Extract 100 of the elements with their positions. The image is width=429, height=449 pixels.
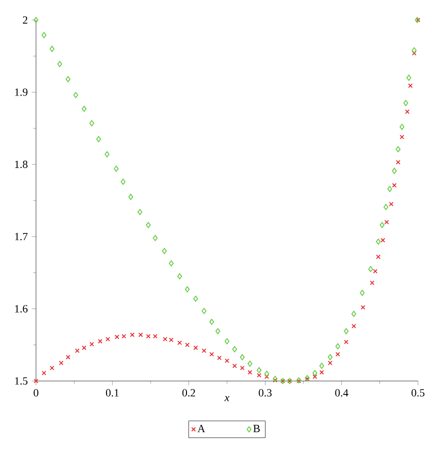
point bbox=[312, 374, 318, 379]
y-tick-label: 1.5 bbox=[15, 377, 28, 385]
x-tick-label: 0.2 bbox=[182, 389, 196, 397]
point bbox=[34, 16, 38, 24]
point bbox=[370, 280, 374, 286]
point bbox=[177, 340, 182, 346]
point bbox=[336, 352, 340, 357]
point bbox=[34, 378, 38, 384]
point bbox=[412, 47, 417, 54]
point bbox=[392, 168, 397, 174]
point bbox=[376, 238, 381, 245]
y-tick-label: 1.6 bbox=[15, 305, 28, 313]
point bbox=[184, 286, 190, 292]
point bbox=[224, 358, 230, 364]
point bbox=[396, 146, 401, 152]
point bbox=[352, 324, 356, 328]
point bbox=[372, 268, 378, 274]
point bbox=[396, 160, 400, 165]
point bbox=[57, 61, 62, 68]
point bbox=[256, 367, 262, 374]
point bbox=[264, 374, 270, 379]
point bbox=[232, 364, 237, 368]
point bbox=[392, 183, 397, 188]
y-tick-label: 2 bbox=[22, 16, 28, 24]
point bbox=[168, 260, 174, 266]
point bbox=[50, 366, 54, 370]
point bbox=[98, 339, 102, 344]
point bbox=[405, 109, 410, 114]
point bbox=[217, 356, 222, 360]
point bbox=[146, 222, 151, 228]
legend-label: B bbox=[253, 424, 260, 432]
point bbox=[120, 178, 126, 185]
point bbox=[89, 120, 94, 126]
legend-label: A bbox=[197, 424, 206, 432]
x-tick-label: 0.1 bbox=[106, 389, 119, 397]
point bbox=[240, 354, 245, 360]
point bbox=[406, 74, 412, 81]
point bbox=[184, 342, 190, 348]
point bbox=[193, 296, 198, 302]
point bbox=[272, 376, 278, 382]
point bbox=[344, 340, 348, 344]
x-tick-label: 0.5 bbox=[412, 389, 424, 397]
point bbox=[114, 166, 119, 172]
point bbox=[368, 266, 374, 272]
x-tick-label: 0.3 bbox=[258, 389, 272, 397]
point bbox=[360, 305, 366, 310]
point bbox=[256, 372, 262, 378]
x-tick-label: 0.4 bbox=[335, 389, 348, 397]
point bbox=[66, 76, 70, 82]
x-tick-label: 0 bbox=[34, 389, 38, 396]
point bbox=[73, 92, 78, 98]
point bbox=[215, 328, 220, 334]
point bbox=[202, 348, 206, 353]
point bbox=[122, 334, 126, 339]
point bbox=[319, 362, 324, 369]
point bbox=[248, 360, 252, 367]
point bbox=[328, 354, 333, 360]
point bbox=[351, 310, 356, 317]
point bbox=[224, 338, 230, 344]
point bbox=[387, 186, 392, 192]
point bbox=[209, 318, 214, 325]
point bbox=[162, 248, 167, 254]
point bbox=[138, 209, 142, 216]
point bbox=[376, 254, 381, 260]
point bbox=[82, 106, 87, 112]
point bbox=[152, 235, 158, 242]
point bbox=[152, 334, 158, 339]
point bbox=[130, 332, 135, 338]
point bbox=[96, 136, 102, 142]
point bbox=[312, 370, 318, 376]
point bbox=[42, 370, 46, 376]
point bbox=[264, 370, 270, 377]
point bbox=[408, 83, 413, 88]
point bbox=[146, 334, 151, 339]
point bbox=[50, 46, 54, 52]
x-axis-title: x bbox=[224, 396, 230, 402]
point bbox=[138, 332, 143, 338]
point bbox=[177, 273, 182, 280]
point bbox=[384, 204, 388, 210]
point bbox=[42, 32, 46, 38]
point bbox=[335, 343, 340, 350]
point bbox=[248, 370, 252, 375]
point bbox=[388, 202, 394, 206]
point bbox=[344, 328, 349, 334]
y-tick-label: 1.9 bbox=[15, 88, 28, 96]
point bbox=[128, 194, 134, 200]
point bbox=[104, 151, 110, 158]
point bbox=[319, 370, 324, 375]
point bbox=[66, 354, 70, 360]
point bbox=[240, 366, 245, 370]
point bbox=[400, 134, 404, 140]
point bbox=[114, 334, 120, 340]
point bbox=[232, 346, 238, 352]
point bbox=[380, 238, 386, 242]
point bbox=[106, 336, 110, 342]
point bbox=[209, 352, 214, 357]
point bbox=[89, 342, 94, 346]
point bbox=[202, 308, 206, 314]
point bbox=[412, 50, 416, 56]
y-tick-label: 1.8 bbox=[15, 160, 28, 168]
